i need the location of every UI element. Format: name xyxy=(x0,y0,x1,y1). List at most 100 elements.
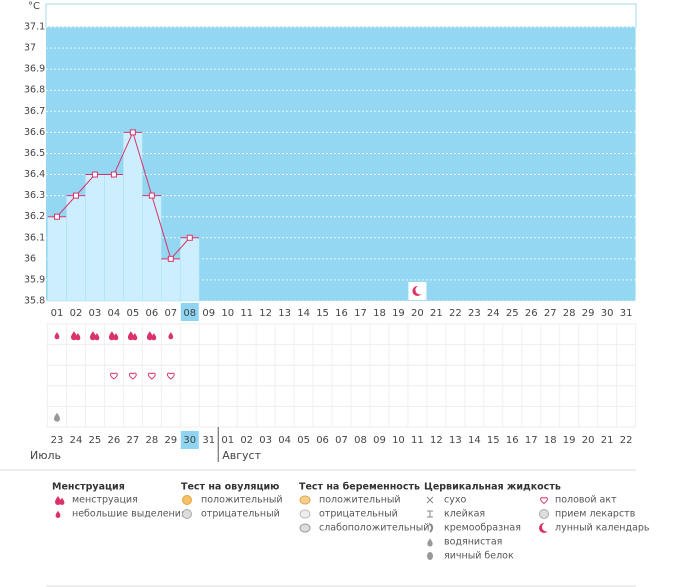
legend-icon-part xyxy=(427,510,433,518)
legend-icon-part xyxy=(182,495,192,505)
menstruation-icon-part xyxy=(75,333,81,341)
date-label: 30 xyxy=(183,435,196,446)
cycle-day-label: 01 xyxy=(51,308,64,319)
legend-icon-part xyxy=(539,509,549,519)
menstruation-icon-part xyxy=(94,333,100,341)
legend-item: слабоположительный xyxy=(319,523,429,534)
cycle-day-label: 15 xyxy=(316,308,329,319)
y-tick-label: 36.8 xyxy=(24,85,45,96)
legend-icon xyxy=(539,522,551,533)
date-label: 17 xyxy=(525,435,538,446)
menstruation-icon-part xyxy=(127,331,134,341)
legend-title: Тест на беременность xyxy=(299,482,420,493)
legend-item: сухо xyxy=(444,495,466,506)
legend-item: яичный белок xyxy=(444,551,514,562)
intercourse-icon-part xyxy=(128,372,137,380)
date-highlight xyxy=(180,431,199,449)
legend-icon xyxy=(55,496,65,505)
menstruation-icon-part xyxy=(75,333,81,341)
menstruation-icon-part xyxy=(151,333,157,341)
day-highlight xyxy=(180,303,199,321)
legend-icon-part xyxy=(182,509,192,519)
legend-item: небольшие выделения xyxy=(72,509,187,520)
date-label: 22 xyxy=(620,435,633,446)
date-label: 10 xyxy=(392,435,405,446)
legend-item: отрицательный xyxy=(319,509,398,520)
cycle-day-label: 14 xyxy=(297,308,310,319)
legend-icon xyxy=(299,509,311,519)
cycle-day-label: 31 xyxy=(620,308,633,319)
date-label: 27 xyxy=(126,435,139,446)
legend-icon xyxy=(427,510,433,518)
legend-title: Менструация xyxy=(52,482,125,493)
fluid-icon-part xyxy=(53,412,60,422)
legend-icon xyxy=(182,509,192,519)
cycle-day-label: 28 xyxy=(563,308,576,319)
y-tick-label: 36 xyxy=(24,253,36,264)
cycle-day-label: 05 xyxy=(126,308,139,319)
date-label: 12 xyxy=(430,435,443,446)
menstruation-icon-part xyxy=(70,331,77,341)
legend-icon xyxy=(299,523,311,533)
cycle-day-label: 22 xyxy=(449,308,462,319)
temp-column xyxy=(161,258,181,302)
date-label: 16 xyxy=(506,435,519,446)
cycle-day-label: 30 xyxy=(601,308,614,319)
cycle-day-label: 09 xyxy=(202,308,215,319)
temp-column xyxy=(104,174,124,302)
fluid-icon xyxy=(53,412,60,422)
date-label: 08 xyxy=(354,435,367,446)
date-label: 19 xyxy=(563,435,576,446)
cycle-day-label: 02 xyxy=(70,308,83,319)
menstruation-icon-part xyxy=(113,333,119,341)
intercourse-icon xyxy=(147,372,156,380)
cycle-day-label: 03 xyxy=(89,308,102,319)
cycle-day-label: 17 xyxy=(354,308,367,319)
menstruation-icon-part xyxy=(168,332,174,340)
legend-icon-part xyxy=(55,496,61,505)
month-label: Август xyxy=(222,449,261,462)
cycle-day-label: 27 xyxy=(544,308,557,319)
temp-point xyxy=(148,192,155,199)
date-label: 24 xyxy=(70,435,83,446)
date-label: 14 xyxy=(468,435,481,446)
y-tick-label: 36.5 xyxy=(24,148,45,159)
y-tick-label: 36.9 xyxy=(24,64,45,75)
y-tick-label: 36.1 xyxy=(24,232,45,243)
date-label: 15 xyxy=(487,435,500,446)
menstruation-icon xyxy=(168,332,174,340)
menstruation-icon xyxy=(70,331,81,341)
legend-icon xyxy=(182,495,192,505)
date-label: 26 xyxy=(108,435,121,446)
menstruation-icon-part xyxy=(132,333,138,341)
temp-point xyxy=(110,171,117,178)
month-label: Июль xyxy=(30,449,61,462)
menstruation-icon xyxy=(108,331,119,341)
legend-item: менструация xyxy=(72,495,138,506)
legend-icon xyxy=(539,509,549,519)
y-tick-label: 37.1 xyxy=(24,22,45,33)
cycle-day-label: 20 xyxy=(411,308,424,319)
date-label: 01 xyxy=(221,435,234,446)
temp-point xyxy=(129,129,136,136)
legend-icon-part xyxy=(428,523,434,533)
legend-icon xyxy=(299,495,311,505)
date-label: 23 xyxy=(51,435,64,446)
menstruation-icon-part xyxy=(113,333,119,341)
y-tick-label: 37 xyxy=(24,43,36,54)
legend-icon-part xyxy=(427,538,433,547)
cycle-day-label: 11 xyxy=(240,308,253,319)
legend-icon-part xyxy=(299,495,311,505)
y-tick-label: 36.7 xyxy=(24,106,45,117)
menstruation-icon-part xyxy=(151,333,157,341)
legend-item: клейкая xyxy=(444,509,485,520)
legend-icon xyxy=(427,552,433,560)
legend-item: положительный xyxy=(319,495,401,506)
moon-marker-part xyxy=(415,285,425,295)
cycle-day-label: 29 xyxy=(582,308,595,319)
legend-icon-part xyxy=(299,523,311,533)
cycle-day-label: 24 xyxy=(487,308,500,319)
intercourse-icon xyxy=(128,372,137,380)
temp-column xyxy=(179,237,200,302)
